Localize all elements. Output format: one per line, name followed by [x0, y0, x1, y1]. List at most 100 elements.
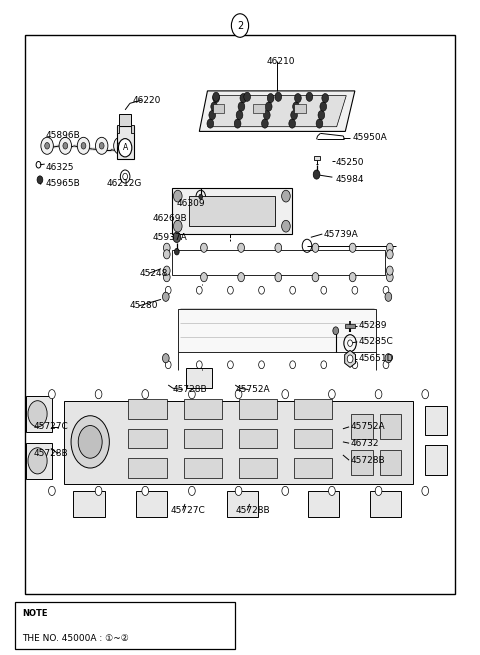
Circle shape [118, 143, 122, 149]
Bar [64, 401, 413, 484]
Text: 45752A: 45752A [350, 422, 384, 432]
Text: 45937A: 45937A [153, 233, 188, 242]
Circle shape [236, 111, 243, 120]
Text: 45248: 45248 [140, 269, 168, 278]
Bar [117, 126, 134, 159]
Circle shape [235, 390, 242, 399]
Circle shape [95, 486, 102, 495]
Bar [178, 309, 376, 352]
Circle shape [81, 143, 86, 149]
Text: 45896B: 45896B [45, 132, 80, 140]
Text: 45728B: 45728B [173, 385, 208, 394]
Bar [183, 429, 222, 449]
Circle shape [41, 138, 53, 155]
Text: 45965B: 45965B [45, 179, 80, 188]
Circle shape [282, 190, 290, 202]
Circle shape [386, 243, 393, 252]
Circle shape [275, 243, 282, 252]
Circle shape [77, 138, 90, 155]
Circle shape [173, 232, 180, 242]
Circle shape [173, 220, 182, 232]
Circle shape [207, 119, 214, 128]
Text: THE NO. 45000A : ①~②: THE NO. 45000A : ①~② [22, 634, 129, 643]
Circle shape [59, 138, 72, 155]
Bar [253, 104, 265, 113]
Circle shape [201, 243, 207, 252]
Circle shape [235, 486, 242, 495]
Circle shape [142, 486, 149, 495]
Circle shape [386, 272, 393, 282]
Bar [129, 429, 167, 449]
Circle shape [422, 390, 429, 399]
Text: 46269B: 46269B [153, 214, 188, 223]
Circle shape [375, 486, 382, 495]
Text: 2: 2 [237, 20, 243, 31]
Bar [294, 458, 332, 478]
Circle shape [322, 94, 328, 103]
Bar [425, 406, 447, 436]
Circle shape [282, 390, 288, 399]
Bar [380, 450, 401, 475]
Text: 45289: 45289 [359, 321, 387, 330]
Bar [129, 400, 167, 419]
Circle shape [275, 92, 282, 102]
Circle shape [347, 355, 353, 363]
Bar [136, 491, 167, 517]
Circle shape [386, 250, 393, 259]
Circle shape [48, 390, 55, 399]
Bar [129, 458, 167, 478]
Circle shape [37, 176, 43, 183]
Circle shape [71, 416, 109, 468]
Circle shape [163, 266, 170, 275]
Circle shape [162, 354, 169, 363]
Text: 45728B: 45728B [235, 506, 270, 515]
Bar [314, 156, 321, 160]
Circle shape [45, 143, 49, 149]
Circle shape [267, 94, 274, 103]
Text: 45285C: 45285C [359, 337, 394, 346]
Circle shape [244, 92, 251, 102]
Circle shape [316, 119, 323, 128]
Bar [172, 188, 292, 234]
Circle shape [348, 340, 352, 346]
Circle shape [163, 243, 170, 252]
Bar [370, 491, 401, 517]
Text: 45727C: 45727C [170, 506, 205, 515]
Circle shape [238, 272, 244, 282]
Bar [131, 125, 134, 133]
Circle shape [312, 243, 319, 252]
Circle shape [201, 272, 207, 282]
Circle shape [313, 170, 320, 179]
Bar [25, 443, 52, 479]
Circle shape [209, 111, 216, 120]
Circle shape [162, 292, 169, 301]
Circle shape [231, 14, 249, 37]
Circle shape [163, 272, 170, 282]
Bar [239, 400, 277, 419]
Bar [239, 429, 277, 449]
Text: 45728B: 45728B [33, 449, 68, 458]
Circle shape [275, 272, 282, 282]
Circle shape [238, 102, 245, 111]
Circle shape [349, 272, 356, 282]
Text: 45728B: 45728B [350, 456, 384, 464]
Circle shape [114, 138, 126, 155]
Circle shape [211, 102, 217, 111]
Circle shape [385, 292, 392, 301]
Circle shape [96, 138, 108, 155]
Circle shape [28, 401, 47, 427]
Circle shape [28, 448, 47, 474]
Circle shape [234, 119, 241, 128]
Circle shape [264, 111, 270, 120]
Circle shape [238, 243, 244, 252]
Circle shape [213, 94, 219, 103]
Bar [425, 445, 447, 475]
Circle shape [262, 119, 268, 128]
Bar [117, 125, 120, 133]
Bar [120, 115, 131, 126]
Bar [351, 450, 372, 475]
Circle shape [422, 486, 429, 495]
Bar [24, 35, 456, 594]
Circle shape [78, 426, 102, 458]
Bar [227, 491, 258, 517]
